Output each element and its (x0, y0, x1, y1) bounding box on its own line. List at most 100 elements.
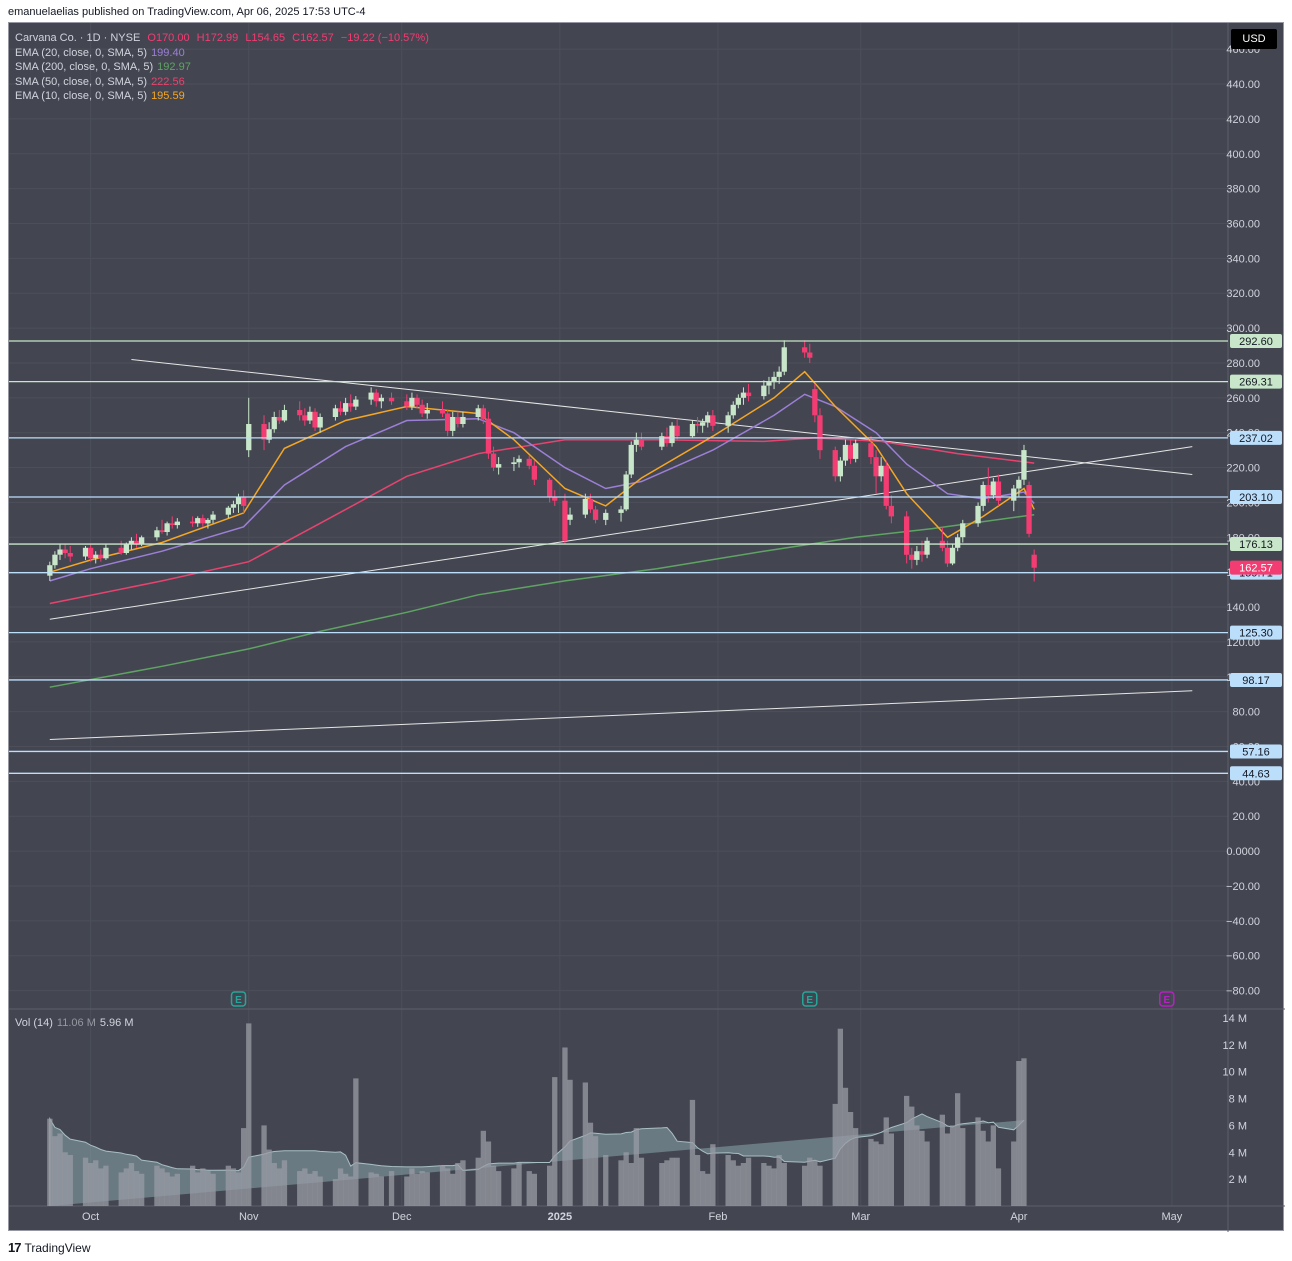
price-label: 125.30 (1239, 628, 1273, 640)
candle-body (776, 371, 782, 377)
volume-tick-label: 10 M (1223, 1067, 1247, 1079)
time-axis-label: Mar (851, 1211, 870, 1223)
volume-bar (424, 1172, 430, 1206)
volume-bar (388, 1171, 395, 1206)
change-value: −19.22 (−10.57%) (340, 32, 429, 44)
volume-bar (995, 1168, 1002, 1206)
candle-body (740, 392, 747, 398)
candle-body (516, 458, 522, 463)
candle-body (990, 481, 996, 496)
earnings-badge-icon[interactable] (230, 991, 247, 1007)
trendline[interactable] (49, 690, 1193, 741)
candle-body (388, 397, 395, 402)
brand-name: TradingView (24, 1240, 91, 1255)
candle-body (154, 530, 160, 538)
candle-body (955, 537, 961, 548)
candle-body (169, 523, 175, 525)
candle-body (67, 553, 73, 557)
trendline[interactable] (49, 446, 1193, 620)
price-tick-label: 400.00 (1226, 149, 1260, 161)
volume-bar (164, 1172, 170, 1206)
volume-bar (88, 1163, 94, 1206)
candle-body (368, 392, 374, 400)
volume-bar (67, 1155, 73, 1206)
indicator-ema10[interactable]: EMA (10, close, 0, SMA, 5) 195.59 (15, 89, 429, 104)
volume-bar (128, 1163, 135, 1206)
candle-body (904, 516, 910, 555)
earnings-badge-icon[interactable] (1159, 991, 1175, 1007)
trendline[interactable] (131, 358, 1193, 476)
volume-bar (582, 1082, 588, 1206)
candle-body (552, 497, 558, 501)
candle-body (674, 425, 680, 437)
price-label-box (1230, 744, 1282, 759)
candle-body (812, 389, 818, 416)
candle-body (174, 521, 180, 526)
volume-bar (735, 1165, 741, 1206)
candle-body (297, 410, 303, 416)
chart-canvas[interactable]: 460.00440.00420.00400.00380.00360.00340.… (9, 23, 1285, 1232)
candle-body (205, 519, 211, 524)
candle-body (414, 397, 420, 405)
volume-bar (419, 1171, 425, 1206)
volume-bar (445, 1168, 451, 1206)
volume-bar (807, 1157, 813, 1206)
indicator-value: 222.56 (151, 75, 185, 88)
volume-bar (154, 1165, 160, 1206)
candle-body (98, 554, 104, 559)
candle-body (603, 512, 609, 520)
price-label: 98.17 (1242, 675, 1270, 687)
candle-body (57, 549, 63, 555)
low-value: L154.65 (245, 32, 286, 44)
volume-bar (1011, 1141, 1017, 1206)
candle-body (587, 498, 594, 510)
candle-body (266, 429, 272, 440)
volume-bar (332, 1179, 339, 1206)
candle-body (348, 403, 354, 407)
candle-body (980, 485, 986, 506)
indicator-sma50[interactable]: SMA (50, close, 0, SMA, 5) 222.56 (15, 75, 429, 90)
volume-bar (52, 1136, 58, 1206)
volume-bar (225, 1165, 231, 1206)
volume-bar (118, 1172, 124, 1206)
volume-bar (496, 1171, 502, 1206)
currency-button[interactable]: USD (1231, 29, 1277, 49)
volume-bar (888, 1133, 894, 1206)
candle-body (1011, 488, 1017, 501)
candle-body (139, 537, 145, 545)
candle-body (924, 540, 930, 555)
volume-bar (812, 1160, 818, 1206)
price-label-box (1230, 766, 1282, 781)
earnings-badge-icon[interactable] (802, 991, 818, 1007)
volume-bar (980, 1130, 986, 1206)
volume-bar (307, 1173, 313, 1206)
candle-body (241, 497, 247, 506)
candle-body (164, 523, 170, 532)
volume-legend[interactable]: Vol (14) 11.06 M 5.96 M (15, 1017, 134, 1029)
candle-body (842, 444, 849, 461)
indicator-sma200[interactable]: SMA (200, close, 0, SMA, 5) 192.97 (15, 60, 429, 75)
symbol-name[interactable]: Carvana Co. · 1D · NYSE (15, 32, 141, 44)
candle-body (225, 507, 231, 515)
candle-body (592, 509, 599, 520)
time-axis-label: Feb (708, 1211, 727, 1223)
price-tick-label: 360.00 (1226, 218, 1260, 230)
indicator-value: 199.40 (151, 46, 185, 59)
volume-bar (761, 1163, 767, 1206)
volume-bar (312, 1171, 318, 1206)
price-tick-label: 320.00 (1226, 288, 1260, 300)
volume-bar (904, 1095, 910, 1206)
candle-body (490, 453, 497, 468)
volume-bar (271, 1163, 277, 1206)
candle-body (710, 415, 716, 426)
volume-bar (705, 1173, 711, 1206)
candle-body (868, 443, 874, 458)
indicator-ema20[interactable]: EMA (20, close, 0, SMA, 5) 199.40 (15, 46, 429, 61)
volume-bar (133, 1171, 140, 1206)
price-label-box (1230, 490, 1282, 505)
volume-bar (960, 1128, 966, 1206)
candle-body (230, 504, 237, 508)
volume-bar (195, 1172, 201, 1206)
price-tick-label: 220.00 (1226, 463, 1260, 475)
indicator-value: 195.59 (151, 90, 185, 103)
